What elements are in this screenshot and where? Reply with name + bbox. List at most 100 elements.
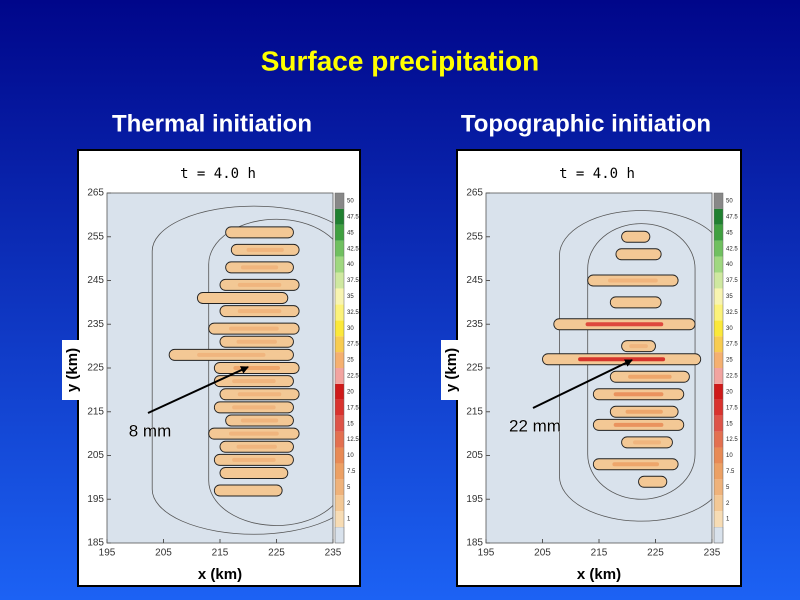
colorbar-segment [335,256,344,273]
rain-core [237,309,282,314]
colorbar-segment [335,495,344,512]
colorbar-label: 35 [347,294,354,300]
colorbar-segment [714,224,723,241]
plot-area [485,192,713,544]
chart-title: Topographic initiation [461,110,711,137]
y-axis-label: y (km) [64,348,81,392]
rain-core [236,339,277,344]
colorbar-segment [714,447,723,464]
colorbar-label: 35 [726,294,733,300]
y-axis-label: y (km) [443,348,460,392]
colorbar-label: 47.5 [726,214,738,220]
colorbar-label: 22.5 [347,374,359,380]
y-tick-label: 195 [87,494,104,505]
rain-core [613,422,664,427]
colorbar-segment [714,240,723,257]
colorbar-label: 27.5 [726,342,738,348]
colorbar-segment [335,368,344,384]
annotation: 22 mm [509,416,561,435]
colorbar-label: 1 [347,517,351,523]
colorbar-label: 45 [347,230,354,236]
colorbar-frame [334,192,345,544]
x-tick-label: 205 [534,548,551,559]
time-label: t = 4.0 h [559,166,635,182]
colorbar-label: 12.5 [726,437,738,443]
rain-core [197,352,266,357]
y-tick-label: 205 [87,450,104,461]
colorbar-label: 45 [726,230,733,236]
colorbar-segment [714,383,723,400]
y-tick-label: 235 [466,319,483,330]
y-tick-label: 215 [87,406,104,417]
x-tick-label: 235 [704,548,721,559]
rain-core [240,230,279,235]
colorbar-segment [714,495,723,512]
colorbar-segment [335,336,344,353]
rain-core [217,296,268,300]
annotation: 8 mm [129,421,172,440]
time-label: t = 4.0 h [180,166,256,182]
colorbar-segment [335,240,344,257]
rain-core [240,265,279,270]
y-tick-label: 235 [87,319,104,330]
rain-core [626,252,651,257]
y-tick-label: 225 [466,363,483,374]
colorbar-segment [714,208,723,225]
y-tick-label: 225 [87,363,104,374]
plot-content [151,205,333,535]
x-tick-label: 235 [325,548,342,559]
colorbar-segment [714,368,723,384]
colorbar-label: 47.5 [347,214,359,220]
colorbar-segment [335,288,344,305]
colorbar-label: 17.5 [726,405,738,411]
colorbar-label: 30 [347,326,354,332]
y-axis-label-bg [441,340,461,400]
colorbar-segment [335,463,344,480]
y-tick-label: 185 [87,538,104,549]
colorbar-label: 22.5 [726,374,738,380]
colorbar-segment [714,288,723,305]
colorbar-label: 42.5 [347,246,359,252]
colorbar-segment [714,336,723,353]
y-axis-label-group: y (km) [62,340,82,400]
x-tick-label: 225 [647,548,664,559]
colorbar-segment [714,320,723,337]
colorbar-over [335,193,344,209]
chart-title: Thermal initiation [112,110,312,137]
colorbar-segment [335,304,344,321]
x-axis-label: x (km) [198,566,242,583]
rain-core [229,431,279,436]
contour-line [151,205,333,535]
y-tick-label: 265 [466,188,483,199]
colorbar-segment [335,399,344,416]
rain-core [625,409,663,414]
colorbar-label: 12.5 [347,437,359,443]
colorbar-segment [714,479,723,496]
slide-title: Surface precipitation [261,45,540,76]
annotation-arrow [147,366,249,414]
contour-line [208,218,333,526]
x-tick-label: 205 [155,548,172,559]
y-tick-label: 255 [87,231,104,242]
colorbar-label: 32.5 [726,310,738,316]
y-axis-label-group: y (km) [441,340,461,400]
colorbar-segment [335,447,344,464]
colorbar-label: 17.5 [347,405,359,411]
colorbar-segment [714,431,723,448]
x-tick-label: 195 [99,548,116,559]
colorbar-label: 30 [726,326,733,332]
y-tick-label: 195 [466,494,483,505]
rain-core [627,234,644,239]
colorbar-segment [335,320,344,337]
colorbar-segment [714,399,723,416]
colorbar-label: 1 [726,517,730,523]
colorbar-segment [335,224,344,241]
y-tick-label: 205 [466,450,483,461]
rain-core [629,344,648,349]
colorbar-label: 5 [347,485,351,491]
rain-core [612,462,660,467]
rain-core [236,444,277,449]
rain-core [628,374,672,379]
colorbar-segment [335,415,344,432]
